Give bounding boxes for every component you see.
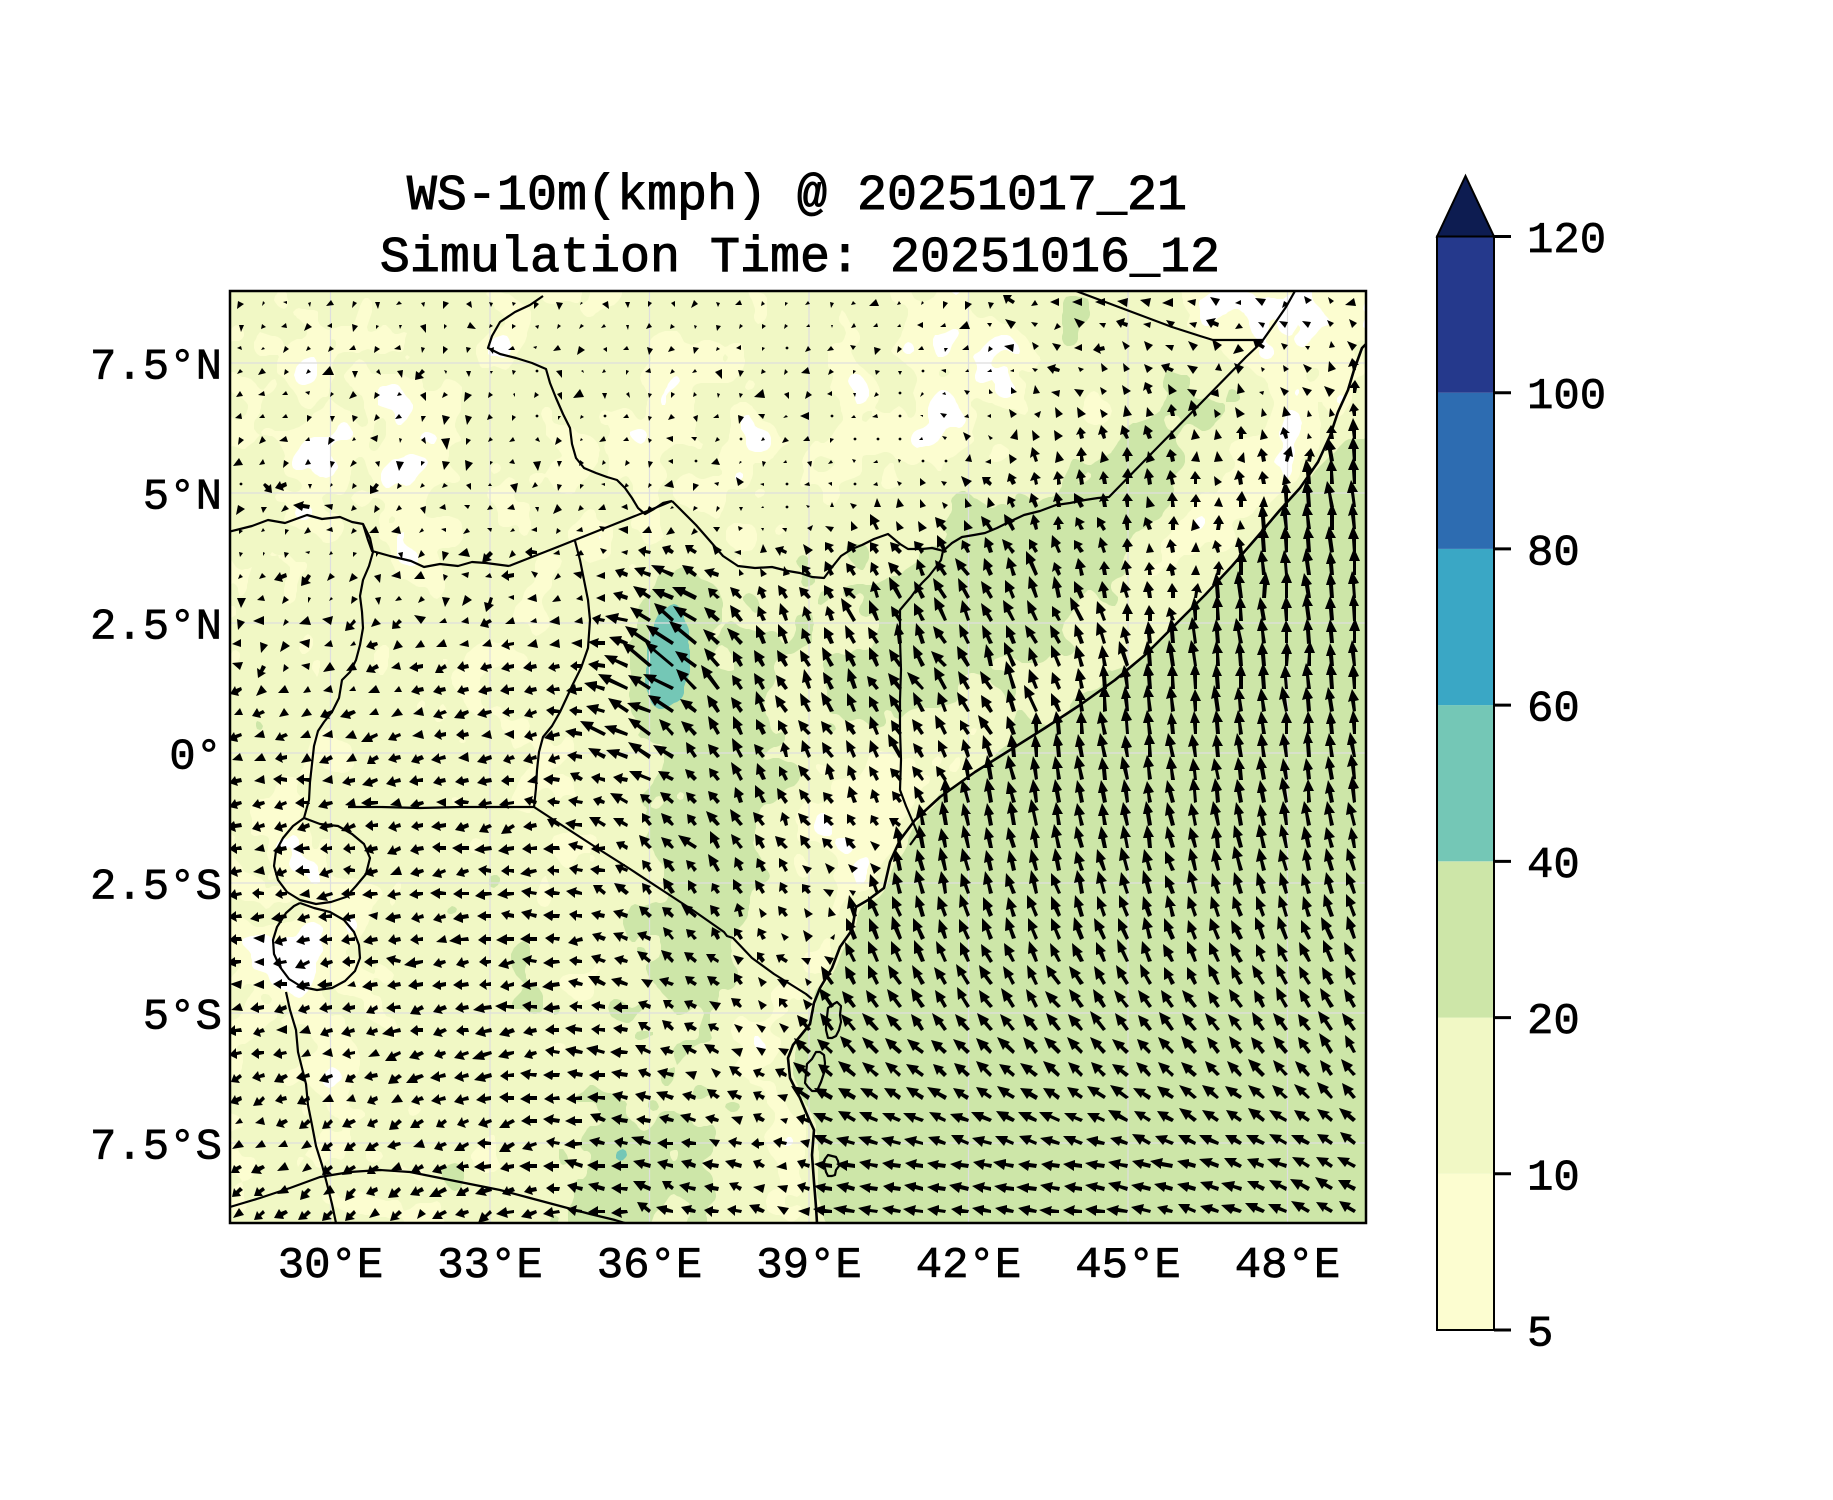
svg-text:7.5°N: 7.5°N [90,343,222,393]
svg-text:45°E: 45°E [1075,1241,1181,1291]
svg-text:30°E: 30°E [278,1241,384,1291]
svg-text:100: 100 [1527,372,1606,422]
svg-text:5: 5 [1527,1310,1553,1360]
svg-text:5°N: 5°N [143,473,222,523]
svg-text:33°E: 33°E [437,1241,543,1291]
svg-text:20: 20 [1527,997,1580,1047]
svg-text:120: 120 [1527,216,1606,266]
svg-text:39°E: 39°E [756,1241,862,1291]
svg-text:48°E: 48°E [1235,1241,1341,1291]
svg-text:5°S: 5°S [143,993,222,1043]
svg-text:36°E: 36°E [597,1241,703,1291]
svg-text:0°: 0° [169,733,222,783]
svg-text:60: 60 [1527,685,1580,735]
svg-text:42°E: 42°E [916,1241,1022,1291]
svg-text:WS-10m(kmph) @ 20251017_21: WS-10m(kmph) @ 20251017_21 [407,168,1187,225]
svg-text:2.5°N: 2.5°N [90,603,222,653]
svg-text:2.5°S: 2.5°S [90,863,222,913]
svg-text:7.5°S: 7.5°S [90,1123,222,1173]
svg-text:10: 10 [1527,1153,1580,1203]
svg-text:Simulation Time: 20251016_12: Simulation Time: 20251016_12 [380,230,1220,287]
svg-text:40: 40 [1527,841,1580,891]
svg-text:80: 80 [1527,528,1580,578]
